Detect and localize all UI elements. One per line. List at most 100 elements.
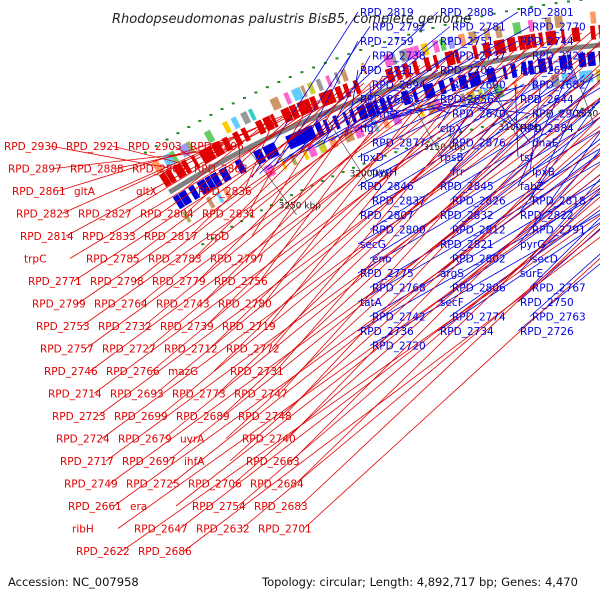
tick-dot	[470, 128, 473, 131]
gene-label-forward: RPD_2889	[132, 164, 186, 176]
feature-block	[412, 45, 422, 59]
feature-block	[438, 38, 447, 52]
feature-block	[494, 25, 503, 39]
leader-line	[65, 100, 319, 237]
gene-label-reverse: rpsB	[440, 152, 464, 164]
gene-label-reverse: RPD_2791	[532, 225, 586, 237]
leader-line	[81, 52, 467, 327]
gene-label-forward: RPD_2797	[210, 254, 264, 266]
gene-label-forward: RPD_2831	[202, 209, 256, 221]
gene-label-forward: RPD_2814	[20, 231, 74, 243]
gene-label-reverse: RPD_2666	[360, 94, 414, 106]
feature-block	[512, 21, 522, 36]
kbp-tick-label: 3200 kbp	[350, 169, 393, 179]
gene-label-forward: RPD_2756	[214, 276, 268, 288]
gene-label-forward: RPD_2753	[36, 321, 90, 333]
tick-dot	[231, 102, 235, 105]
tick-dot	[525, 116, 529, 119]
tick-dot	[492, 12, 496, 15]
tick-dot	[443, 23, 447, 26]
leader-line	[517, 228, 600, 303]
gene-label-forward: RPD_2921	[66, 141, 120, 153]
gene-label-reverse: RPD_2767	[532, 283, 586, 295]
gene-label-forward: RPD_2896	[190, 141, 244, 153]
gene-label-reverse: RPD_2742	[372, 312, 426, 324]
tick-dot	[558, 110, 562, 113]
leader-line	[437, 78, 559, 187]
feature-block	[444, 50, 456, 67]
gene-label-forward: RPD_2817	[144, 231, 198, 243]
gene-label-reverse: RPD_2905	[532, 109, 586, 121]
leader-line	[437, 187, 600, 303]
leader-line	[517, 190, 600, 274]
leader-line	[251, 89, 347, 237]
gene-label-forward: RPD_2747	[234, 389, 288, 401]
gene-label-forward: RPD_2739	[160, 321, 214, 333]
gene-label-reverse: RPD_2738	[372, 51, 426, 63]
tick-dot	[580, 107, 584, 110]
tick-dot	[554, 2, 558, 5]
gene-label-forward: RPD_2783	[148, 254, 202, 266]
gene-label-forward: RPD_2862	[194, 164, 248, 176]
feature-block	[230, 116, 241, 130]
gene-label-forward: RPD_2888	[70, 164, 124, 176]
gene-label-reverse: secF	[440, 297, 464, 309]
leader-line	[298, 40, 359, 155]
feature-block	[360, 62, 368, 75]
feature-block	[158, 171, 172, 188]
tick-dot	[310, 184, 314, 187]
feature-block	[558, 55, 569, 70]
leader-line	[274, 26, 371, 166]
gene-label-forward: RPD_2719	[222, 321, 276, 333]
leader-line	[119, 127, 257, 192]
gene-label-reverse: RPD_2711	[360, 65, 414, 77]
feature-block	[290, 86, 304, 102]
tick-dot	[567, 0, 570, 3]
feature-block	[333, 71, 341, 85]
leader-line	[369, 83, 525, 172]
gene-label-forward: trpD	[206, 231, 229, 243]
tick-dot	[419, 30, 423, 33]
feature-block	[390, 52, 398, 65]
tick-dot	[300, 71, 304, 74]
leader-line	[529, 131, 600, 230]
leader-line	[241, 229, 600, 529]
leader-line	[111, 145, 188, 166]
gene-label-reverse: pyrH	[372, 167, 397, 179]
leader-line	[437, 222, 600, 332]
feature-block	[545, 30, 555, 46]
gene-label-reverse: RPD_2800	[372, 225, 426, 237]
feature-block	[560, 29, 566, 44]
feature-block	[315, 78, 325, 92]
gene-label-forward: RPD_2833	[82, 231, 136, 243]
leader-line	[251, 11, 359, 178]
gene-label-reverse: RPD_2846	[360, 181, 414, 193]
tick-dot	[187, 126, 191, 128]
feature-block	[169, 150, 180, 163]
kbp-tick-label: 3250 kbp	[279, 202, 322, 212]
gene-label-forward: RPD_2724	[56, 434, 110, 446]
feature-block	[401, 62, 412, 78]
gene-label-forward: RPD_2757	[40, 344, 94, 356]
leader-line	[437, 117, 600, 245]
feature-block	[178, 189, 193, 206]
gene-label-reverse: RPD_2877	[372, 138, 426, 150]
feature-block	[210, 140, 226, 158]
tick-dot	[359, 49, 363, 51]
leader-line	[357, 100, 600, 245]
gene-label-forward: RPD_2622	[76, 546, 130, 558]
tick-dot	[352, 166, 355, 169]
feature-block	[247, 108, 257, 121]
feature-block	[269, 113, 279, 128]
feature-block	[384, 67, 396, 84]
leader-line	[143, 50, 477, 327]
leader-line	[175, 174, 600, 507]
feature-block	[306, 143, 318, 158]
leader-line	[282, 26, 451, 163]
forward-cog-ring	[151, 11, 597, 174]
gene-label-forward: RPD_2780	[218, 299, 272, 311]
leader-line	[529, 178, 600, 259]
gene-label-reverse: lpxD	[360, 152, 384, 164]
leader-line	[181, 123, 266, 192]
